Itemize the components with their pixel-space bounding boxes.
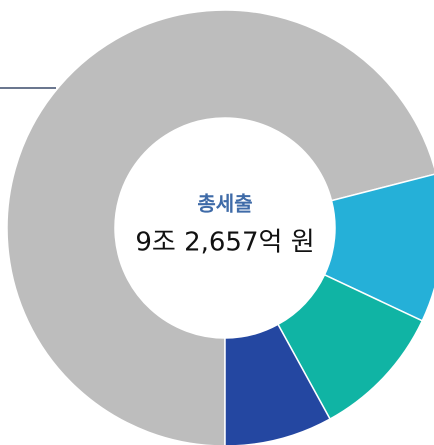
slice [224, 323, 332, 445]
center-title: 총세출 [197, 192, 252, 216]
slice [6, 9, 434, 445]
slices [6, 9, 434, 445]
center-value: 9조 2,657억 원 [135, 228, 314, 258]
